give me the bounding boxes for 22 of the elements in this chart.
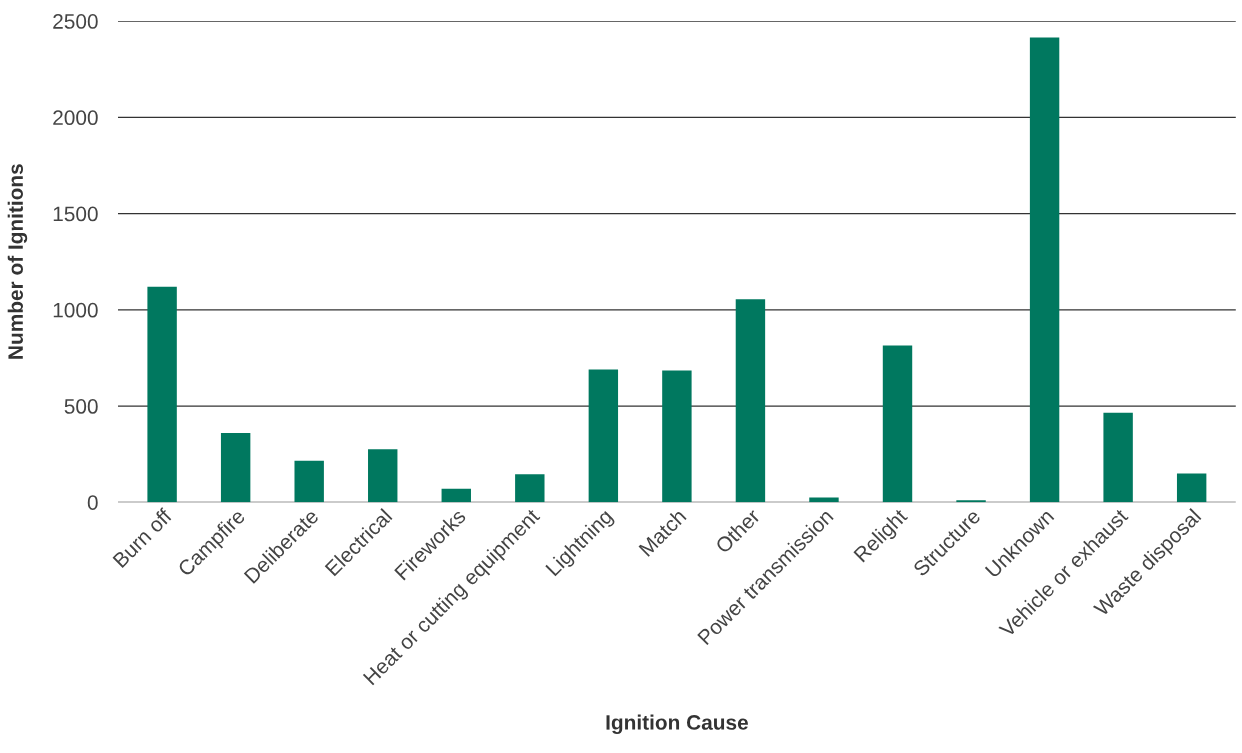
bar [1029,37,1060,503]
bar [735,299,766,503]
y-axis-title: Number of Ignitions [7,164,28,359]
y-tick-label: 2500 [53,14,98,29]
y-tick-label: 2000 [53,110,98,126]
bar [220,432,251,503]
bar [368,449,398,503]
y-tick-label: 1000 [53,302,98,318]
y-tick-label: 1500 [53,206,98,222]
y-tick-label: 0 [87,495,98,510]
bar [147,286,177,503]
bar [882,345,913,503]
bar [588,369,619,503]
bar [1103,412,1133,503]
bar [1176,473,1207,503]
bar [515,474,545,503]
bar [662,370,692,503]
x-axis-title: Ignition Cause [606,714,748,735]
bar [809,497,839,503]
bar [294,460,324,503]
y-tick-label: 500 [64,399,98,414]
bar [441,488,471,503]
